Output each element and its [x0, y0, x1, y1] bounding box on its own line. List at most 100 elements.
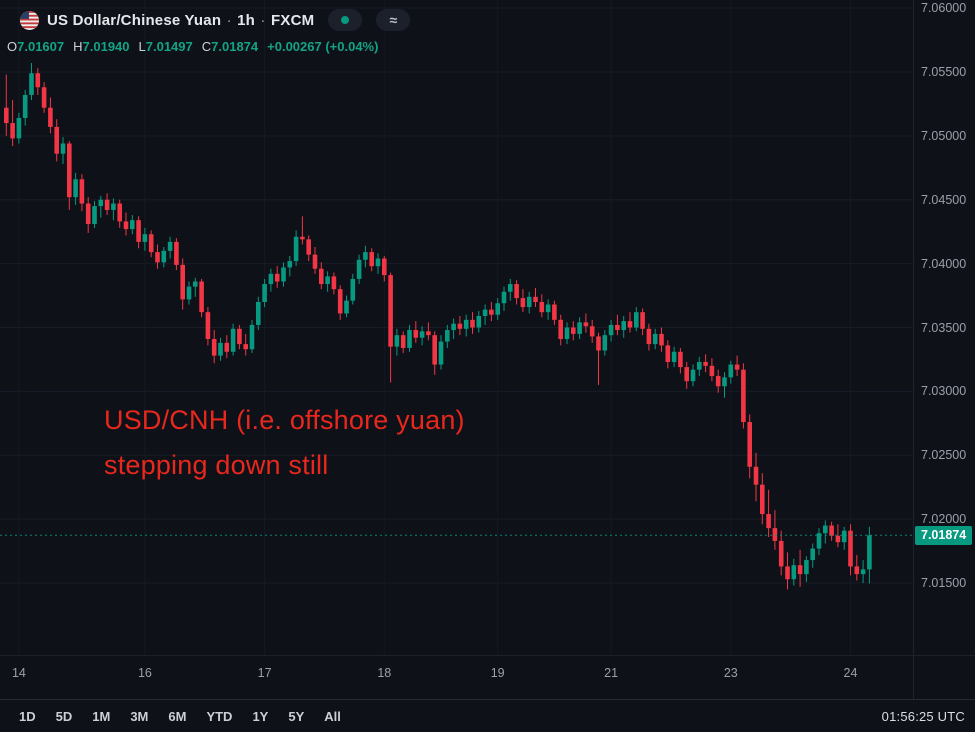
candle-body [148, 234, 154, 253]
candlestick-chart[interactable] [0, 0, 913, 655]
candle-body [16, 117, 22, 139]
candle-body [382, 258, 387, 276]
candle-body [419, 331, 425, 338]
time-axis-label: 16 [137, 666, 152, 680]
candle-body [545, 304, 551, 313]
candle-body [287, 261, 293, 268]
date-range-buttons: 1D 5D 1M 3M 6M YTD 1Y 5Y All [10, 706, 350, 727]
candle-body [142, 234, 148, 242]
candle-body [293, 236, 299, 262]
candle-body [130, 220, 135, 230]
candle-body [237, 328, 242, 345]
price-axis-label: 7.02500 [921, 448, 967, 463]
candle-body [388, 275, 393, 347]
candle-body [715, 376, 721, 387]
candle-body [596, 336, 601, 351]
candle-body [665, 345, 671, 363]
candle-body [728, 364, 734, 378]
last-price-badge: 7.01874 [915, 525, 972, 545]
range-button-all[interactable]: All [324, 708, 341, 724]
approx-price-button[interactable]: ≈ [376, 9, 411, 31]
candle-body [539, 301, 545, 313]
time-axis-label: 19 [490, 666, 505, 680]
candle-body [243, 344, 248, 350]
high-label: H [73, 39, 83, 54]
time-axis[interactable]: 14 16 17 18 19 21 23 24 [0, 655, 975, 700]
candle-body [558, 319, 563, 340]
title-separator: · [260, 11, 266, 29]
price-axis-label: 7.03500 [921, 320, 967, 335]
candle-body [621, 321, 626, 331]
range-button-1y[interactable]: 1Y [252, 708, 269, 724]
candle-body [331, 276, 337, 290]
market-status-button[interactable] [328, 9, 363, 31]
exchange-label: FXCM [271, 11, 315, 29]
candle-body [256, 301, 261, 325]
ohlc-open: O7.01607 [7, 39, 64, 54]
candle-body [646, 328, 652, 345]
candle-body [193, 281, 198, 287]
range-button-ytd[interactable]: YTD [206, 708, 233, 724]
candle-body [60, 143, 66, 154]
candle-body [22, 94, 28, 118]
candle-body [797, 565, 803, 575]
candle-body [205, 312, 211, 340]
candle-body [123, 221, 129, 230]
candle-body [363, 252, 368, 260]
time-axis-label: 23 [723, 666, 738, 680]
candle-body [526, 296, 532, 308]
range-button-1d[interactable]: 1D [19, 708, 36, 724]
candle-body [325, 276, 330, 285]
candle-body [319, 268, 324, 285]
range-button-5y[interactable]: 5Y [288, 708, 305, 724]
time-axis-label: 18 [377, 666, 392, 680]
candle-body [312, 254, 318, 269]
range-button-3m[interactable]: 3M [130, 708, 149, 724]
price-axis-label: 7.04000 [921, 256, 967, 271]
candle-body [337, 289, 343, 314]
candle-body [697, 362, 702, 370]
price-axis-label: 7.05500 [921, 64, 967, 79]
candle-body [684, 367, 689, 382]
time-axis-label: 24 [843, 666, 858, 680]
candle-body [835, 535, 841, 543]
range-button-1m[interactable]: 1M [92, 708, 111, 724]
candle-body [230, 328, 236, 352]
candle-body [583, 322, 589, 327]
candle-body [747, 422, 752, 467]
candle-body [180, 264, 185, 300]
candle-body [413, 330, 419, 338]
title-separator: · [226, 11, 232, 29]
candle-body [734, 364, 740, 370]
symbol-header[interactable]: US Dollar/Chinese Yuan · 1h · FXCM ≈ [20, 9, 411, 31]
candle-body [104, 199, 110, 210]
candle-body [306, 239, 311, 255]
candle-body [369, 252, 374, 267]
candle-body [772, 528, 778, 541]
candle-body [136, 220, 141, 242]
candle-body [300, 236, 305, 240]
candle-body [29, 73, 34, 95]
ohlc-high: H7.01940 [73, 39, 129, 54]
candle-body [211, 339, 217, 356]
candle-body [841, 530, 847, 543]
candle-body [432, 335, 437, 365]
clock-utc[interactable]: 01:56:25 UTC [881, 708, 965, 724]
candle-body [262, 284, 267, 302]
time-axis-label: 14 [11, 666, 26, 680]
range-button-5d[interactable]: 5D [55, 708, 73, 724]
candle-body [85, 203, 91, 224]
candle-body [400, 335, 406, 348]
open-label: O [7, 39, 18, 54]
candle-body [470, 319, 475, 328]
candle-body [829, 525, 834, 536]
candle-body [690, 369, 696, 382]
candle-body [608, 324, 614, 336]
range-button-6m[interactable]: 6M [168, 708, 187, 724]
price-axis[interactable]: 7.06000 7.05500 7.05000 7.04500 7.04000 7.035… [913, 0, 975, 699]
candle-body [174, 241, 179, 265]
candle-body [533, 296, 538, 302]
candle-body [753, 466, 759, 485]
candle-body [848, 530, 853, 567]
symbol-name: US Dollar/Chinese Yuan [47, 11, 222, 29]
